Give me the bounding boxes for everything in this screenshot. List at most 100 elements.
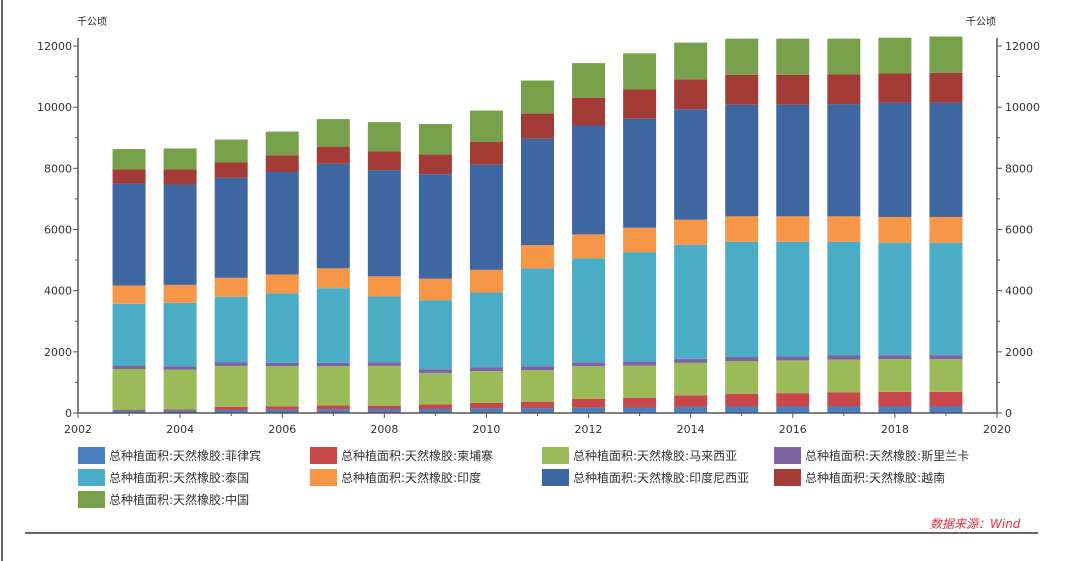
- bar-segment: [827, 359, 861, 393]
- bar-segment: [316, 146, 350, 164]
- bar-segment: [929, 355, 963, 360]
- bar-segment: [367, 405, 401, 410]
- right-axis-unit: 千公顷: [966, 16, 996, 28]
- bar-segment: [827, 355, 861, 360]
- bar-segment: [316, 119, 350, 147]
- bar-segment: [521, 80, 554, 114]
- data-source: 数据来源：Wind: [930, 517, 1021, 531]
- left-y-tick-label: 2000: [44, 346, 72, 359]
- bar-segment: [367, 365, 401, 406]
- bar-segment: [112, 183, 146, 286]
- legend-label: 总种植面积:天然橡胶:印度尼西亚: [573, 470, 750, 485]
- x-tick-label: 2008: [370, 423, 398, 436]
- bar-segment: [827, 74, 861, 105]
- bar-segment: [827, 392, 861, 407]
- bar-segment: [725, 357, 759, 362]
- bar-segment: [725, 406, 759, 413]
- bar-segment: [623, 361, 657, 366]
- bar-segment: [878, 391, 912, 407]
- bar-segment: [725, 216, 759, 242]
- legend-label: 总种植面积:天然橡胶:马来西亚: [573, 448, 738, 463]
- bar-segment: [214, 365, 248, 407]
- bar-segment: [776, 393, 810, 407]
- x-tick-label: 2018: [881, 423, 909, 436]
- bar-segment: [725, 361, 759, 394]
- bar-segment: [469, 269, 503, 293]
- x-tick-label: 2004: [166, 423, 194, 436]
- bar-segment: [878, 37, 912, 74]
- bar-segment: [163, 184, 197, 285]
- bar-segment: [623, 252, 657, 362]
- left-y-tick-label: 4000: [44, 285, 72, 298]
- bar-segment: [929, 102, 963, 217]
- bar-segment: [776, 406, 810, 413]
- bar-segment: [367, 170, 401, 277]
- bar-segment: [623, 118, 657, 228]
- bar-segment: [572, 398, 606, 408]
- bar-segment: [214, 406, 248, 410]
- bar-segment: [265, 406, 299, 410]
- left-y-tick-label: 8000: [44, 162, 72, 175]
- bar-segment: [367, 362, 401, 366]
- bar-segment: [316, 409, 350, 413]
- bar-segment: [725, 104, 759, 217]
- bar-segment: [112, 169, 146, 184]
- frame-border: [1, 0, 3, 561]
- bar-segment: [878, 359, 912, 392]
- bar-segment: [469, 292, 503, 368]
- legend-label: 总种植面积:天然橡胶:中国: [109, 492, 250, 507]
- bar-segment: [112, 410, 146, 413]
- bar-segment: [418, 372, 452, 405]
- bar-segment: [469, 408, 503, 413]
- legend-item: 总种植面积:天然橡胶:菲律宾: [78, 446, 310, 464]
- right-y-tick-label: 10000: [1005, 101, 1040, 114]
- legend-label: 总种植面积:天然橡胶:越南: [805, 470, 946, 485]
- bar-segment: [367, 276, 401, 297]
- bar-segment: [112, 303, 146, 366]
- bar-segment: [674, 219, 708, 245]
- bar-segment: [265, 155, 299, 173]
- bar-segment: [163, 366, 197, 370]
- bar-segment: [776, 216, 810, 242]
- bar-segment: [827, 104, 861, 217]
- x-tick-label: 2002: [64, 423, 92, 436]
- bar-segment: [776, 360, 810, 394]
- legend-swatch: [78, 468, 105, 486]
- bar-segment: [163, 284, 197, 303]
- bar-segment: [214, 409, 248, 413]
- legend-label: 总种植面积:天然橡胶:斯里兰卡: [805, 448, 970, 463]
- bar-segment: [674, 395, 708, 407]
- bar-segment: [469, 402, 503, 409]
- bar-segment: [112, 149, 146, 170]
- left-y-tick-label: 0: [65, 407, 72, 420]
- bar-segment: [265, 293, 299, 363]
- bar-segment: [572, 258, 606, 363]
- legend-item: 总种植面积:天然橡胶:柬埔寨: [310, 446, 542, 464]
- legend-item: 总种植面积:天然橡胶:泰国: [78, 468, 310, 486]
- bar-segment: [214, 296, 248, 363]
- bar-segment: [572, 407, 606, 413]
- bar-segment: [214, 362, 248, 366]
- bar-segment: [623, 365, 657, 398]
- bar-segment: [418, 409, 452, 413]
- bar-segment: [572, 362, 606, 367]
- bar-segment: [776, 38, 810, 75]
- legend-item: 总种植面积:天然橡胶:马来西亚: [542, 446, 774, 464]
- divider: [25, 532, 1038, 534]
- legend: 总种植面积:天然橡胶:菲律宾 总种植面积:天然橡胶:柬埔寨 总种植面积:天然橡胶:马…: [78, 446, 1038, 508]
- legend-swatch: [78, 490, 105, 508]
- bar-segment: [572, 63, 606, 98]
- bar-segment: [112, 368, 146, 410]
- bar-segment: [418, 278, 452, 301]
- bar-segment: [878, 242, 912, 356]
- bar-segment: [572, 125, 606, 235]
- bar-segment: [878, 73, 912, 103]
- bar-segment: [316, 362, 350, 367]
- legend-swatch: [78, 446, 105, 464]
- bar-segment: [674, 109, 708, 220]
- bar-segment: [878, 406, 912, 413]
- bar-segment: [674, 79, 708, 110]
- bar-segment: [878, 102, 912, 217]
- bar-segment: [214, 177, 248, 278]
- bar-segment: [521, 401, 554, 409]
